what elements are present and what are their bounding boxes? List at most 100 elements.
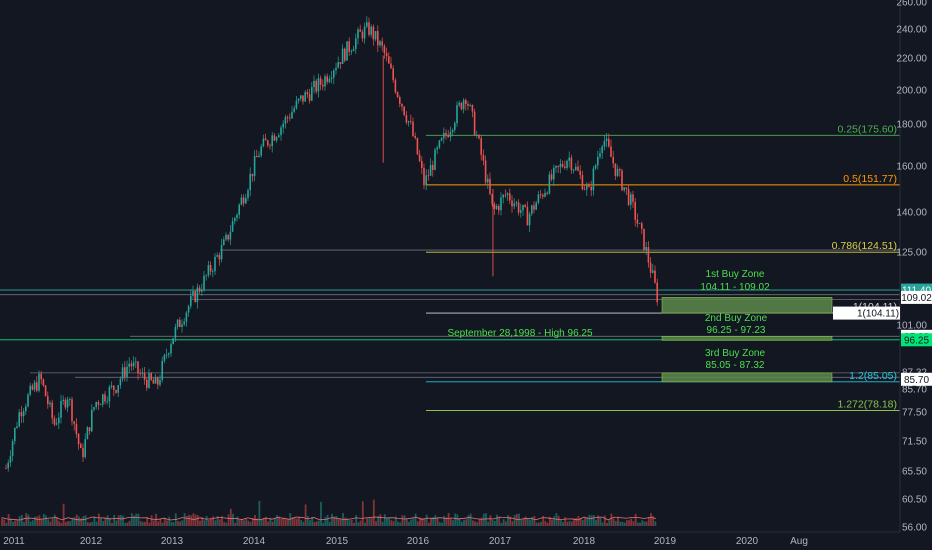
time-axis-tick: Aug bbox=[790, 536, 808, 547]
time-axis-tick: 2015 bbox=[326, 536, 349, 547]
volume-bar bbox=[240, 519, 243, 526]
volume-bar bbox=[269, 517, 272, 526]
candle-body bbox=[102, 394, 104, 405]
candle-body bbox=[614, 163, 617, 176]
volume-bar bbox=[599, 517, 602, 526]
candle-body bbox=[346, 41, 348, 61]
candle-body bbox=[7, 462, 9, 469]
candle-body bbox=[31, 385, 34, 390]
volume-bar bbox=[544, 520, 547, 526]
candle-body bbox=[641, 223, 643, 229]
candle-body bbox=[520, 210, 522, 213]
candle-body bbox=[91, 409, 93, 432]
volume-bar bbox=[311, 517, 314, 526]
candle-body bbox=[458, 102, 460, 106]
candle-body bbox=[234, 217, 236, 222]
volume-bar bbox=[203, 520, 206, 526]
volume-bar bbox=[93, 516, 96, 526]
candle-body bbox=[625, 187, 628, 189]
volume-bar bbox=[359, 520, 362, 526]
candle-body bbox=[20, 412, 23, 417]
price-axis-tick: 85.70 bbox=[902, 385, 927, 396]
volume-bar bbox=[403, 515, 406, 526]
buy-zone-range: 96.25 - 97.23 bbox=[707, 325, 766, 336]
volume-bar bbox=[254, 514, 256, 526]
candle-body bbox=[522, 204, 524, 211]
volume-bar bbox=[456, 514, 459, 526]
volume-bar bbox=[190, 515, 193, 526]
candle-body bbox=[212, 271, 214, 273]
candle-body bbox=[203, 275, 205, 291]
buy-zone-rect bbox=[661, 372, 833, 383]
candle-body bbox=[594, 165, 597, 169]
volume-bar bbox=[498, 516, 501, 526]
candle-body bbox=[429, 164, 432, 176]
candle-body bbox=[273, 135, 276, 141]
volume-bar bbox=[386, 517, 388, 526]
volume-bar bbox=[276, 515, 278, 526]
candle-body bbox=[414, 136, 416, 139]
candle-body bbox=[322, 84, 324, 87]
volume-bar bbox=[75, 514, 78, 526]
candle-body bbox=[368, 22, 370, 35]
candle-body bbox=[253, 155, 256, 177]
volume-bar bbox=[537, 522, 540, 526]
volume-bar bbox=[513, 515, 516, 526]
candle-body bbox=[154, 377, 157, 384]
volume-bar bbox=[97, 513, 100, 526]
volume-bar bbox=[452, 520, 454, 526]
candle-body bbox=[561, 163, 564, 167]
volume-bar bbox=[3, 519, 6, 526]
candle-body bbox=[553, 167, 555, 180]
candle-body bbox=[559, 163, 562, 168]
volume-bar bbox=[53, 514, 56, 526]
volume-bar bbox=[152, 520, 155, 526]
time-axis-tick: 2012 bbox=[80, 536, 103, 547]
candle-body bbox=[278, 135, 280, 138]
candle-body bbox=[291, 111, 293, 119]
volume-bar bbox=[320, 501, 322, 526]
time-axis-tick: 2011 bbox=[3, 536, 25, 547]
candle-body bbox=[548, 174, 551, 194]
candle-body bbox=[537, 194, 540, 203]
volume-bar bbox=[236, 516, 239, 526]
candle-body bbox=[42, 379, 45, 386]
fib-level-label: 0.786(124.51) bbox=[832, 240, 897, 252]
candle-body bbox=[139, 373, 141, 374]
candle-body bbox=[524, 204, 526, 207]
volume-bar bbox=[573, 518, 575, 526]
volume-bar bbox=[581, 520, 584, 526]
candle-body bbox=[348, 41, 350, 52]
volume-bar bbox=[546, 522, 549, 526]
candle-body bbox=[36, 382, 38, 391]
candle-body bbox=[443, 132, 445, 139]
volume-bar bbox=[377, 516, 380, 526]
volume-bar bbox=[326, 514, 329, 526]
volume-bar bbox=[295, 518, 298, 526]
volume-bar bbox=[643, 521, 646, 526]
volume-bar bbox=[260, 519, 263, 526]
candle-body bbox=[449, 132, 452, 137]
candle-body bbox=[491, 194, 493, 205]
candle-body bbox=[229, 231, 232, 240]
volume-bar bbox=[124, 522, 127, 526]
buy-zone-range: 104.11 - 109.02 bbox=[700, 282, 770, 293]
volume-bar bbox=[89, 522, 91, 526]
volume-bar bbox=[300, 520, 303, 526]
volume-bar bbox=[256, 518, 259, 526]
candle-body bbox=[137, 361, 139, 374]
candle-body bbox=[526, 206, 529, 226]
candle-body bbox=[64, 399, 67, 408]
volume-bar bbox=[130, 513, 133, 526]
volume-bar bbox=[31, 520, 34, 526]
volume-bar bbox=[42, 513, 45, 526]
price-axis-tick: 56.00 bbox=[902, 523, 927, 534]
candle-body bbox=[22, 411, 25, 417]
volume-bar bbox=[201, 517, 204, 526]
candle-body bbox=[531, 205, 533, 214]
candle-body bbox=[77, 433, 80, 445]
volume-bar bbox=[49, 521, 52, 526]
candle-body bbox=[174, 326, 177, 339]
candle-body bbox=[333, 70, 335, 78]
